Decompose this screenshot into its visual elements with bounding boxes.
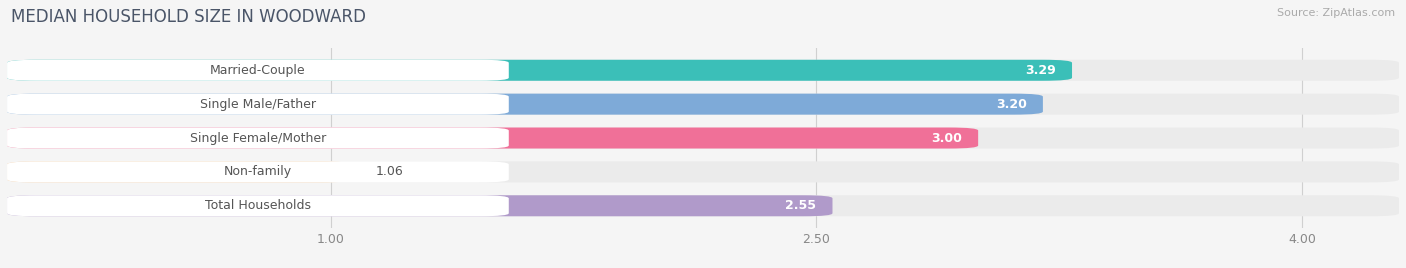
Text: 3.29: 3.29 (1025, 64, 1056, 77)
FancyBboxPatch shape (7, 94, 1043, 115)
Text: Source: ZipAtlas.com: Source: ZipAtlas.com (1277, 8, 1395, 18)
FancyBboxPatch shape (7, 128, 509, 148)
FancyBboxPatch shape (7, 60, 1399, 81)
Text: Single Female/Mother: Single Female/Mother (190, 132, 326, 144)
Text: Non-family: Non-family (224, 165, 292, 178)
FancyBboxPatch shape (7, 94, 509, 115)
FancyBboxPatch shape (7, 195, 509, 216)
Text: MEDIAN HOUSEHOLD SIZE IN WOODWARD: MEDIAN HOUSEHOLD SIZE IN WOODWARD (11, 8, 366, 26)
FancyBboxPatch shape (7, 128, 1399, 148)
FancyBboxPatch shape (7, 161, 1399, 183)
FancyBboxPatch shape (7, 128, 979, 148)
FancyBboxPatch shape (7, 161, 509, 183)
Text: 2.55: 2.55 (786, 199, 817, 212)
FancyBboxPatch shape (7, 161, 350, 183)
FancyBboxPatch shape (7, 60, 1071, 81)
Text: Married-Couple: Married-Couple (209, 64, 305, 77)
FancyBboxPatch shape (7, 195, 832, 216)
Text: 1.06: 1.06 (375, 165, 404, 178)
FancyBboxPatch shape (7, 195, 1399, 216)
Text: 3.00: 3.00 (931, 132, 962, 144)
Text: Total Households: Total Households (205, 199, 311, 212)
Text: 3.20: 3.20 (995, 98, 1026, 111)
FancyBboxPatch shape (7, 60, 509, 81)
Text: Single Male/Father: Single Male/Father (200, 98, 316, 111)
FancyBboxPatch shape (7, 94, 1399, 115)
